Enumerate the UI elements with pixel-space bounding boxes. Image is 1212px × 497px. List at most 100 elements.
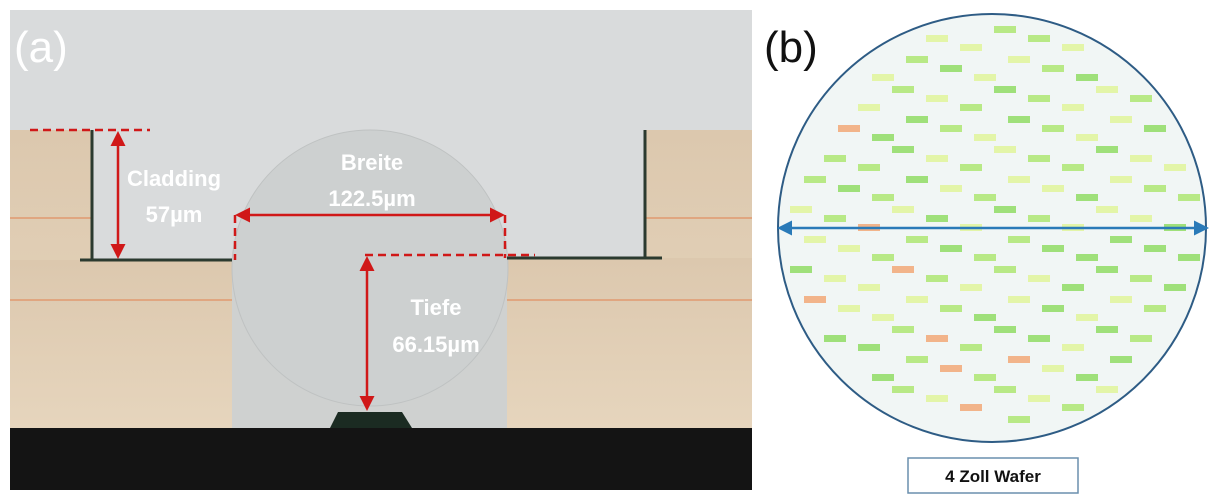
die [906, 236, 928, 243]
die [1028, 275, 1050, 282]
die [1028, 335, 1050, 342]
die [1008, 236, 1030, 243]
die [838, 185, 860, 192]
die [1062, 164, 1084, 171]
label: Cladding [127, 166, 221, 191]
die [824, 215, 846, 222]
die [1008, 356, 1030, 363]
die [1028, 95, 1050, 102]
die [824, 155, 846, 162]
die [926, 95, 948, 102]
die [1042, 65, 1064, 72]
die [906, 296, 928, 303]
die [804, 236, 826, 243]
die [892, 146, 914, 153]
die [1096, 326, 1118, 333]
die [1130, 335, 1152, 342]
die [926, 35, 948, 42]
die [1076, 314, 1098, 321]
die [838, 245, 860, 252]
die [906, 176, 928, 183]
die [824, 335, 846, 342]
die [1096, 146, 1118, 153]
panel-label: (b) [764, 23, 818, 72]
die [838, 305, 860, 312]
die [1028, 215, 1050, 222]
die [940, 125, 962, 132]
die [790, 206, 812, 213]
die [892, 386, 914, 393]
die [872, 374, 894, 381]
die [906, 356, 928, 363]
die [1008, 56, 1030, 63]
die [872, 74, 894, 81]
die [1062, 44, 1084, 51]
die [872, 254, 894, 261]
die [926, 275, 948, 282]
die [974, 254, 996, 261]
caption: 4 Zoll Wafer [945, 467, 1041, 486]
die [940, 245, 962, 252]
die [994, 206, 1016, 213]
label: Breite [341, 150, 403, 175]
die [1076, 254, 1098, 261]
label: 122.5µm [328, 186, 415, 211]
die [1062, 284, 1084, 291]
die [892, 266, 914, 273]
die [858, 164, 880, 171]
die [974, 194, 996, 201]
groove-bottom [330, 412, 412, 428]
die [872, 194, 894, 201]
die [1042, 185, 1064, 192]
die [1178, 254, 1200, 261]
panel-label: (a) [14, 23, 68, 72]
page: (a) Cladding 57µm Breite 122.5µm Tiefe 6… [0, 0, 1212, 497]
die [1096, 206, 1118, 213]
die [1096, 266, 1118, 273]
die [1144, 305, 1166, 312]
die [906, 116, 928, 123]
die [1110, 296, 1132, 303]
die [974, 134, 996, 141]
die [974, 314, 996, 321]
die [1110, 356, 1132, 363]
die [1042, 365, 1064, 372]
die [940, 365, 962, 372]
die [1178, 194, 1200, 201]
die [1008, 416, 1030, 423]
die [892, 326, 914, 333]
die [1042, 305, 1064, 312]
die [1062, 404, 1084, 411]
die [1144, 245, 1166, 252]
die [994, 266, 1016, 273]
die [872, 134, 894, 141]
die [858, 284, 880, 291]
die [790, 266, 812, 273]
die [940, 305, 962, 312]
die [940, 65, 962, 72]
die [838, 125, 860, 132]
die [1028, 155, 1050, 162]
die [960, 344, 982, 351]
die [960, 284, 982, 291]
die [1130, 275, 1152, 282]
die [926, 215, 948, 222]
die [892, 206, 914, 213]
die [1144, 125, 1166, 132]
label: Tiefe [411, 295, 462, 320]
die [1130, 155, 1152, 162]
ledge-right [507, 258, 752, 428]
ledge-left [10, 260, 235, 428]
die [926, 155, 948, 162]
die [1028, 395, 1050, 402]
die [994, 146, 1016, 153]
die [1130, 95, 1152, 102]
die [804, 296, 826, 303]
die [1008, 176, 1030, 183]
die [1008, 116, 1030, 123]
die [1042, 245, 1064, 252]
die [872, 314, 894, 321]
die [994, 326, 1016, 333]
die [994, 386, 1016, 393]
die [1096, 86, 1118, 93]
